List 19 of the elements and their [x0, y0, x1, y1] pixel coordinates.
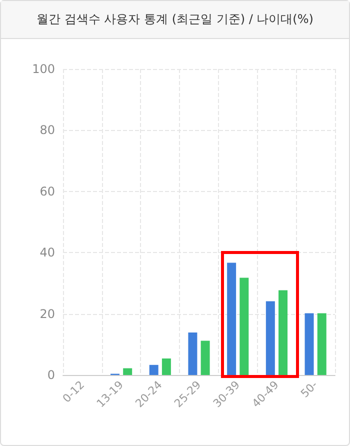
bar — [278, 290, 288, 375]
bar — [162, 358, 171, 375]
y-tick-label: 0 — [47, 368, 55, 382]
y-tick-label: 40 — [40, 246, 55, 260]
bar — [123, 368, 132, 375]
x-tick-label: 50- — [298, 378, 320, 400]
bar — [200, 340, 210, 375]
bar — [227, 262, 236, 375]
bar — [266, 301, 275, 375]
bar — [304, 313, 314, 375]
chart-title: 월간 검색수 사용자 통계 (최근일 기준) / 나이대(%) — [1, 1, 349, 39]
y-tick-label: 20 — [40, 306, 55, 321]
y-tick-label: 80 — [40, 123, 55, 138]
bar — [188, 332, 198, 375]
y-tick-label: 100 — [32, 62, 55, 76]
bar — [317, 313, 326, 375]
y-tick-label: 60 — [40, 184, 55, 198]
bar — [149, 364, 158, 375]
bar — [240, 278, 249, 375]
